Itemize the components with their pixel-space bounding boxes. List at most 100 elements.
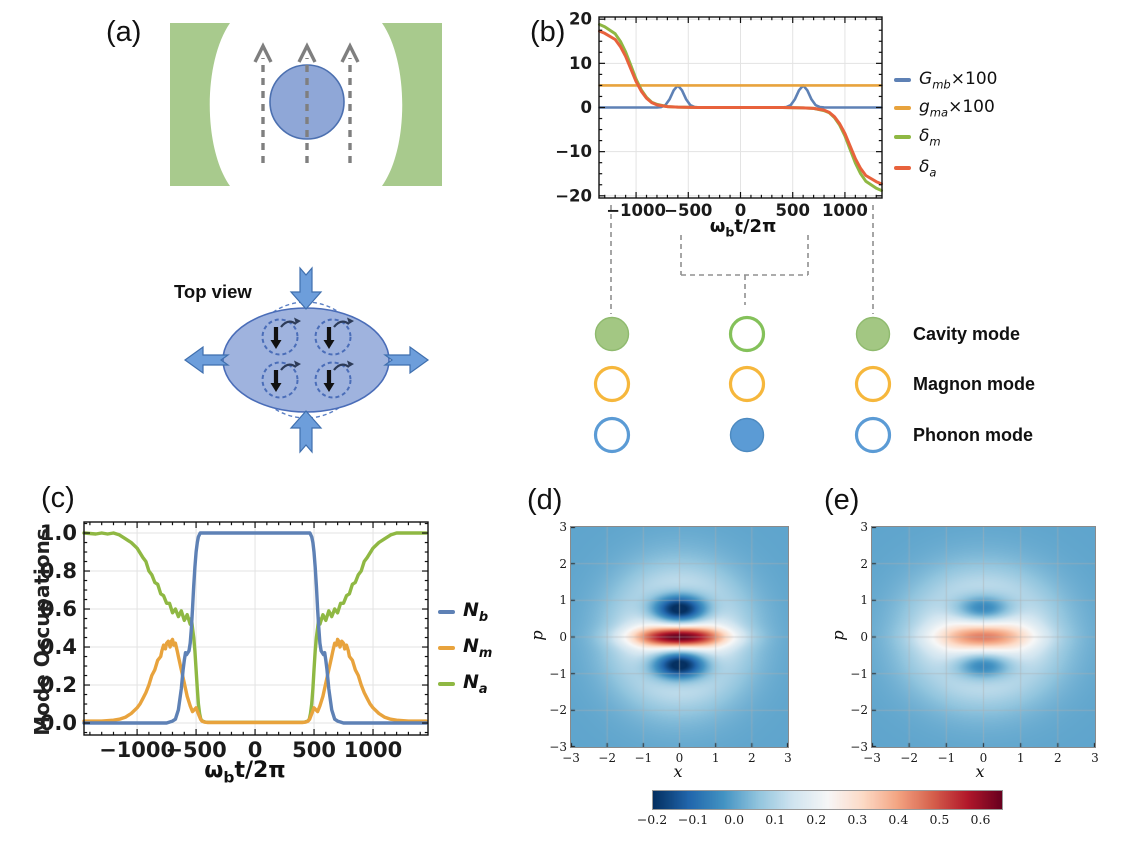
y-tick-label: 1.0 (40, 521, 77, 545)
bias-field-arrows (253, 42, 360, 163)
colorbar-tick-label: 0.0 (724, 812, 745, 827)
panel-c-xlabel: ωbt/2π (204, 758, 286, 787)
mode-circle-magnon-stage3 (854, 365, 892, 403)
mode-circle-cavity-stage2 (728, 315, 766, 353)
legend-swatch (894, 78, 911, 82)
panel-b-label: (b) (530, 16, 566, 48)
cavity-mirror-right (382, 23, 442, 186)
series-δ_a (598, 29, 883, 186)
panel-e-x-tick-label: 3 (1091, 751, 1099, 765)
legend-swatch (438, 682, 455, 686)
y-tick-label: 0.6 (40, 597, 77, 621)
strain-arrow-bottom (289, 410, 323, 454)
x-tick-label: −500 (664, 201, 712, 220)
panel-a-schematic (170, 23, 442, 454)
cavity-mirror-left (170, 23, 230, 186)
strain-arrow-left (183, 345, 230, 375)
precession-arrow (280, 320, 297, 328)
panel-c-ylabel: Mode Occupations (30, 528, 54, 736)
panel-b-xlabel: ωbt/2π (709, 216, 777, 240)
precession-arrowhead (347, 317, 354, 324)
legend-item: δa (894, 157, 936, 179)
panel-d-y-tick-label: −3 (549, 740, 567, 754)
legend-item: Nm (438, 635, 493, 661)
panel-e-xlabel: x (975, 762, 985, 781)
precession-arrow (280, 363, 297, 371)
x-tick-label: 1000 (344, 738, 402, 762)
panel-e-x-tick-label: 1 (1016, 751, 1025, 765)
legend-label: Gmb×100 (919, 68, 998, 92)
x-tick-label: 500 (292, 738, 336, 762)
panel-c-chart: −1000−500 0 500 1000 1.0 0.8 0.6 0.4 0.2 0.0 (40, 521, 429, 762)
spin-sites (261, 317, 354, 399)
legend-swatch (894, 106, 911, 110)
panel-e-y-tick-label: 1 (860, 593, 868, 608)
legend-swatch (894, 135, 911, 139)
legend-label: Nb (463, 599, 489, 625)
panel-d-y-tick-label: 3 (559, 520, 567, 534)
panel-c-label: (c) (41, 482, 75, 514)
spin-down-arrowhead (323, 340, 335, 349)
precession-arrowhead (347, 360, 354, 367)
y-tick-label: 0.4 (40, 635, 77, 659)
panel-d-x-tick-label: 3 (784, 751, 792, 765)
colorbar-tick-label: −0.2 (636, 812, 668, 827)
legend-item: Na (438, 671, 488, 697)
y-tick-label: 0.8 (40, 559, 77, 583)
spin-down-arrowhead (323, 383, 335, 392)
magnon-site-circle (314, 361, 352, 399)
x-tick-label: −500 (165, 738, 226, 762)
mode-circle-cavity-stage3 (855, 316, 891, 352)
legend-swatch (438, 646, 455, 650)
panel-e-y-tick-label: 0 (860, 630, 868, 644)
colorbar (652, 790, 1003, 810)
top-view-schematic (183, 266, 430, 454)
colorbar-tick-label: 0.5 (929, 812, 950, 827)
panel-e-y-tick-label: 3 (860, 520, 868, 534)
panel-d-x-tick-label: 1 (711, 751, 720, 765)
x-tick-label: 500 (775, 201, 809, 220)
y-tick-label: −20 (555, 186, 592, 205)
legend-swatch (894, 166, 911, 170)
x-tick-label: −1000 (99, 738, 175, 762)
colorbar-tick-label: 0.1 (765, 812, 786, 827)
cavity-mode-label: Cavity mode (913, 324, 1020, 344)
magnon-site-circle (314, 318, 352, 356)
magnon-site-circle (261, 318, 299, 356)
legend-item: Gmb×100 (894, 68, 998, 92)
strain-arrow-top (289, 266, 323, 310)
mode-circle-magnon-stage2 (728, 365, 766, 403)
legend-label: Nm (463, 635, 493, 661)
y-tick-label: −10 (555, 142, 592, 161)
plot-frame (83, 521, 429, 736)
panel-d-x-tick-label: −1 (634, 751, 653, 765)
connector-bracket (680, 235, 809, 305)
panel-e-y-tick-label: −1 (850, 666, 868, 681)
mode-circle-phonon-stage1 (593, 416, 631, 454)
legend-item: Nb (438, 599, 489, 625)
x-tick-label: 0 (735, 201, 746, 220)
panel-e-x-tick-label: −3 (863, 751, 881, 765)
series-N_m (82, 637, 428, 725)
strain-arrow-right (383, 345, 430, 375)
deformed-sphere-ellipse (222, 307, 390, 413)
mode-circle-magnon-stage1 (593, 365, 631, 403)
panel-e-heatmap (871, 526, 1096, 748)
panel-d-y-tick-label: 1 (559, 593, 567, 608)
panel-d-y-tick-label: 0 (559, 630, 567, 644)
legend-label: δm (919, 125, 941, 149)
x-tick-label: 0 (248, 738, 263, 762)
top-view-label: Top view (174, 281, 252, 302)
precession-arrowhead (294, 317, 301, 324)
x-tick-label: 1000 (822, 201, 868, 220)
panel-e-label: (e) (824, 484, 860, 516)
series-N_b (82, 531, 428, 725)
panel-d-heatmap (570, 526, 789, 748)
magnon-mode-label: Magnon mode (913, 374, 1035, 394)
x-tick-label: −1000 (606, 201, 666, 220)
y-tick-label: 0.2 (40, 673, 77, 697)
mode-circle-phonon-stage2 (729, 417, 765, 453)
legend-label: gma×100 (919, 96, 995, 120)
legend-item: δm (894, 125, 941, 149)
